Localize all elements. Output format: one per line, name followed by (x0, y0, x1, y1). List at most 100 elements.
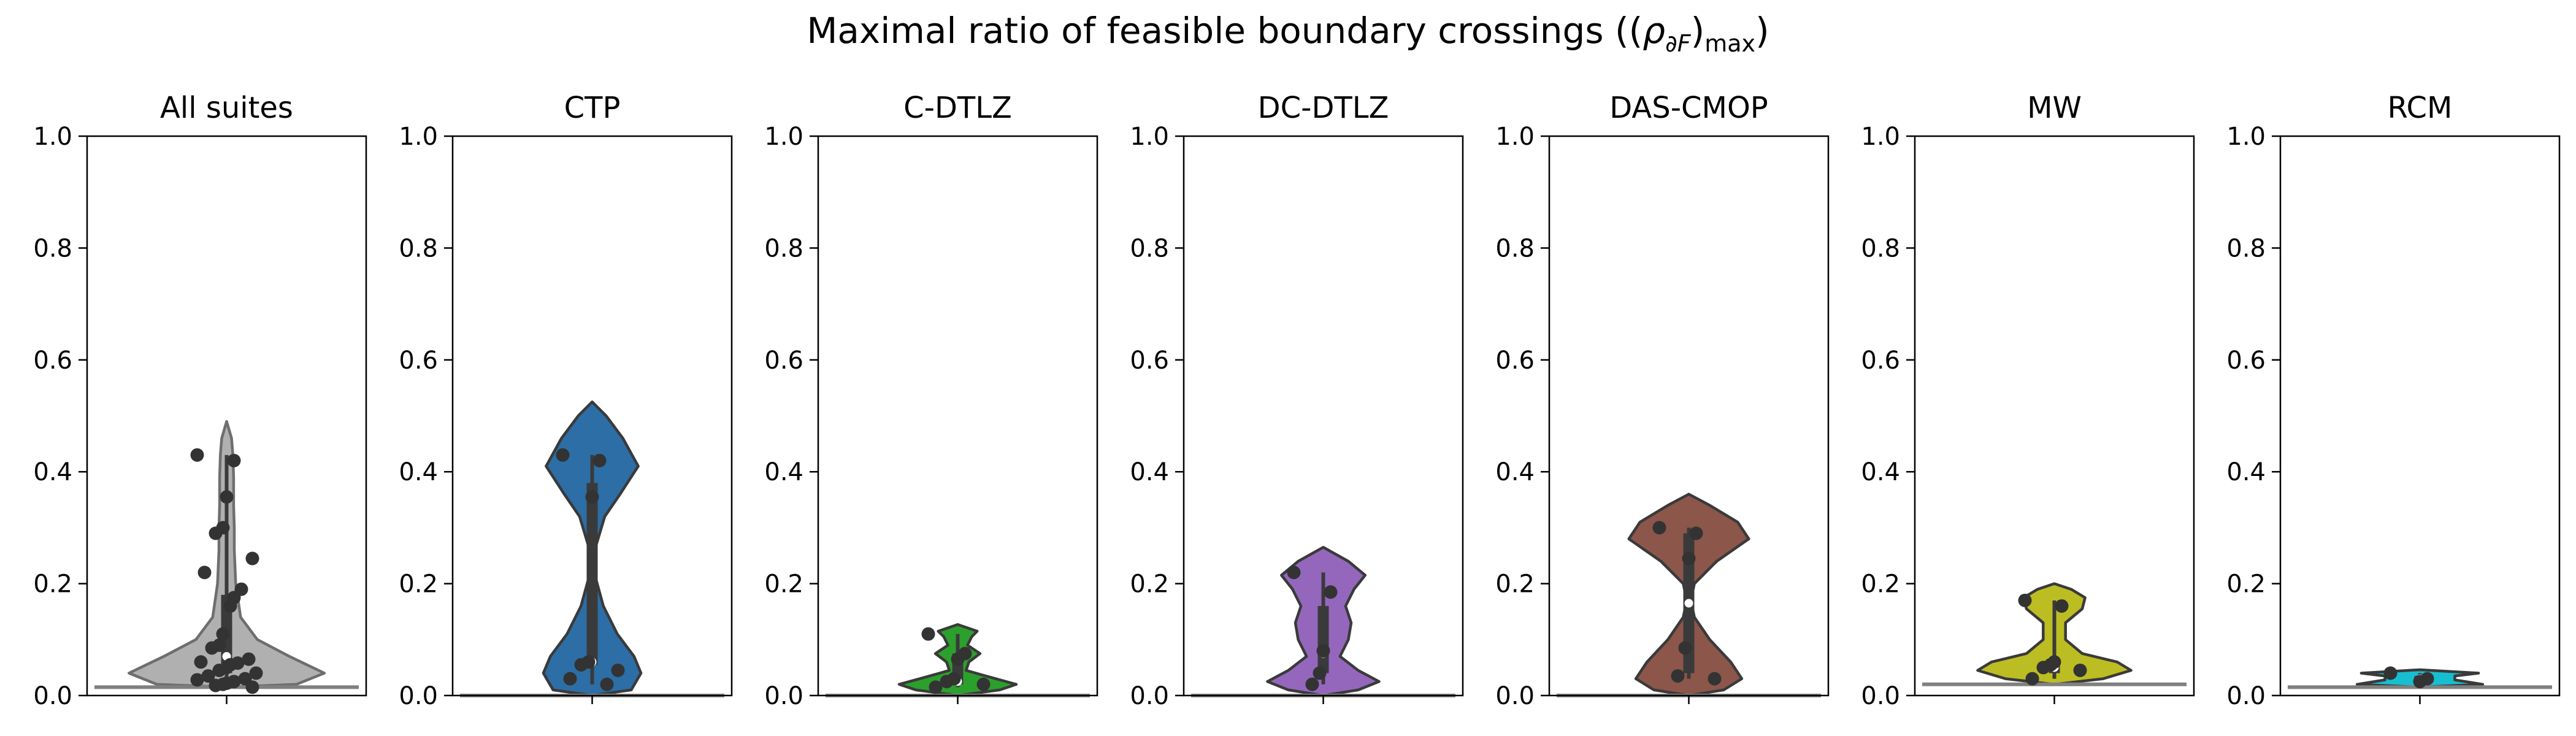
data-point (216, 627, 230, 641)
data-point (212, 663, 226, 677)
y-tick-label: 0.2 (33, 570, 72, 599)
y-tick-label: 0.0 (2226, 682, 2266, 710)
panel-title: DAS-CMOP (1609, 91, 1768, 125)
data-point (190, 448, 204, 462)
y-tick-label: 0.2 (2226, 570, 2266, 599)
y-tick-label: 0.0 (1130, 682, 1169, 710)
data-point (585, 490, 599, 504)
y-tick-label: 0.4 (2226, 458, 2266, 486)
y-tick-label: 0.4 (33, 458, 72, 486)
y-tick-label: 1.0 (2226, 123, 2266, 151)
y-tick-label: 0.2 (1861, 570, 1900, 599)
data-point (245, 551, 259, 565)
y-tick-label: 0.4 (1495, 458, 1535, 486)
data-point (929, 680, 943, 694)
data-point (1682, 551, 1696, 565)
y-tick-label: 0.6 (1130, 347, 1169, 375)
data-point (2025, 672, 2039, 686)
data-point (940, 675, 954, 689)
panel-3: DC-DTLZ 0.0 0.2 0.4 0.6 0.8 1.0 (1130, 91, 1464, 710)
panel-5: MW 0.0 0.2 0.4 0.6 0.8 1.0 (1861, 91, 2195, 710)
y-tick-label: 0.8 (764, 234, 803, 263)
y-tick-label: 0.4 (1861, 458, 1900, 486)
figure-title: Maximal ratio of feasible boundary cross… (807, 10, 1769, 57)
data-point (242, 652, 256, 666)
data-point (2073, 663, 2087, 677)
data-point (1652, 521, 1666, 535)
data-point (1313, 666, 1327, 680)
y-tick-label: 0.8 (2226, 234, 2266, 263)
data-point (2055, 599, 2069, 613)
panel-0: All suites 0.0 0.2 0.4 0.6 0.8 1.0 (33, 91, 367, 710)
y-tick-label: 0.2 (1495, 570, 1535, 599)
y-tick-label: 0.8 (1130, 234, 1169, 263)
panel-1: CTP 0.0 0.2 0.4 0.6 0.8 1.0 (399, 91, 733, 710)
y-tick-label: 0.4 (1130, 458, 1169, 486)
data-point (249, 666, 263, 680)
data-point (2383, 666, 2398, 680)
y-tick-label: 0.2 (399, 570, 438, 599)
data-point (611, 663, 625, 677)
y-tick-label: 1.0 (764, 123, 803, 151)
y-tick-label: 0.8 (33, 234, 72, 263)
data-point (205, 641, 219, 655)
y-tick-label: 0.8 (1861, 234, 1900, 263)
y-tick-label: 1.0 (1495, 123, 1535, 151)
y-tick-label: 0.6 (764, 347, 803, 375)
y-tick-label: 1.0 (1130, 123, 1169, 151)
data-point (209, 526, 223, 540)
data-point (1689, 526, 1703, 540)
panel-6: RCM 0.0 0.2 0.4 0.6 0.8 1.0 (2226, 91, 2561, 710)
data-point (220, 490, 234, 504)
panel-2: C-DTLZ 0.0 0.2 0.4 0.6 0.8 1.0 (764, 91, 1098, 710)
y-tick-label: 0.2 (764, 570, 803, 599)
y-tick-label: 0.6 (399, 347, 438, 375)
panel-4: DAS-CMOP 0.0 0.2 0.4 0.6 0.8 1.0 (1495, 91, 1830, 710)
y-tick-label: 0.6 (1861, 347, 1900, 375)
plot-frame (2279, 135, 2561, 697)
data-point (1287, 565, 1301, 580)
title-sub-partial: ∂F (1665, 30, 1692, 57)
y-tick-label: 0.4 (399, 458, 438, 486)
y-tick-label: 0.6 (33, 347, 72, 375)
y-tick-label: 0.8 (399, 234, 438, 263)
panel-title: CTP (564, 91, 621, 125)
data-point (921, 627, 935, 641)
data-point (2036, 661, 2050, 675)
data-point (223, 599, 237, 613)
y-tick-label: 1.0 (33, 123, 72, 151)
data-point (201, 669, 215, 683)
title-close-outer: ) (1755, 10, 1769, 52)
data-point (563, 672, 577, 686)
data-point (245, 680, 259, 694)
data-point (197, 565, 212, 580)
data-point (592, 453, 607, 467)
panels: All suites 0.0 0.2 0.4 0.6 0.8 1.0 CTP 0.0 0.2 0.4… (33, 91, 2561, 710)
data-point (190, 673, 204, 687)
y-tick-label: 0.0 (764, 682, 803, 710)
data-point (1316, 644, 1330, 658)
data-point (976, 677, 991, 691)
panel-title: All suites (160, 91, 293, 125)
y-tick-label: 1.0 (399, 123, 438, 151)
data-point (194, 655, 208, 669)
iqr-box (586, 483, 598, 665)
y-tick-label: 0.4 (764, 458, 803, 486)
data-point (951, 652, 965, 666)
data-point (1708, 672, 1722, 686)
median-point (1684, 599, 1693, 608)
y-tick-label: 0.8 (1495, 234, 1535, 263)
y-tick-label: 1.0 (1861, 123, 1900, 151)
y-tick-label: 0.0 (399, 682, 438, 710)
y-tick-label: 0.0 (33, 682, 72, 710)
y-tick-label: 0.6 (2226, 347, 2266, 375)
plot-frame (817, 135, 1098, 697)
data-point (1305, 677, 1319, 691)
data-point (209, 678, 223, 692)
panel-title: C-DTLZ (903, 91, 1012, 125)
y-tick-label: 0.2 (1130, 570, 1169, 599)
data-point (600, 677, 614, 691)
data-point (227, 453, 241, 467)
data-point (2018, 593, 2032, 607)
